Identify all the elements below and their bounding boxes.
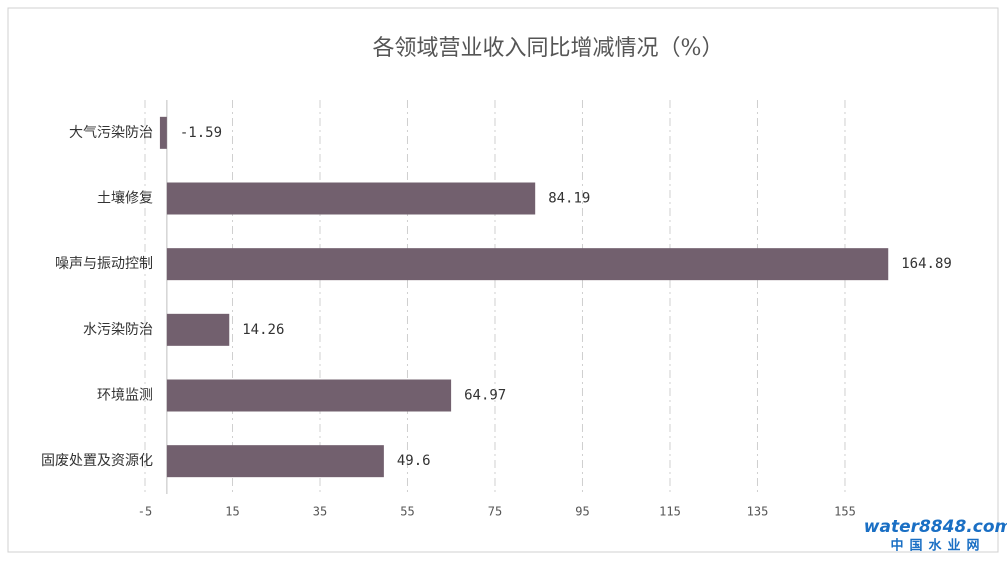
value-label: 84.19 [548,191,590,207]
x-tick-label: 135 [747,505,769,519]
chart-title: 各领域营业收入同比增减情况（%） [373,36,724,61]
x-tick-label: 95 [575,505,589,519]
x-tick-label: -5 [138,505,152,519]
bar [166,379,452,412]
category-label: 大气污染防治 [69,125,153,141]
value-label: 64.97 [464,388,506,404]
value-label: 49.6 [397,453,431,469]
bar [166,182,536,215]
x-tick-label: 75 [488,505,502,519]
category-label: 环境监测 [97,388,153,404]
watermark-logo: water8848.com [864,517,1007,537]
bar [166,313,230,346]
watermark-text: 中国水业网 [890,538,985,554]
x-tick-label: 35 [313,505,327,519]
x-tick-label: 15 [225,505,239,519]
x-tick-label: 115 [659,505,681,519]
x-tick-label: 55 [400,505,414,519]
category-label: 固废处置及资源化 [41,453,153,469]
bar [166,248,889,281]
value-label: -1.59 [180,125,222,141]
bar [166,445,384,478]
category-label: 噪声与振动控制 [55,256,153,272]
category-label: 土壤修复 [97,190,153,207]
x-tick-label: 155 [834,505,856,519]
value-label: 164.89 [901,256,952,272]
category-label: 水污染防治 [83,322,153,338]
bar [159,116,167,149]
value-label: 14.26 [242,322,284,338]
